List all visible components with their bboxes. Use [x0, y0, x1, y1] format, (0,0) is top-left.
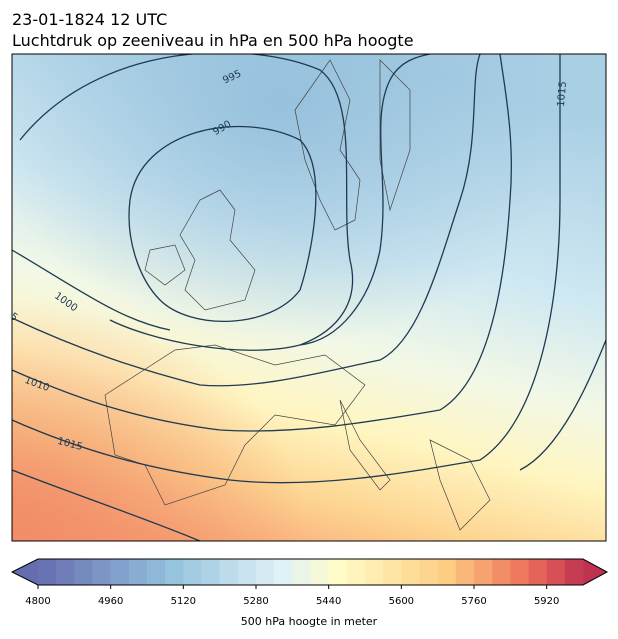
colorbar-segment — [310, 559, 330, 585]
colorbar-segment — [110, 559, 130, 585]
colorbar-segment — [365, 559, 384, 585]
colorbar-segment — [274, 559, 293, 585]
colorbar-segment — [546, 559, 566, 585]
colorbar-extend — [12, 559, 38, 585]
colorbar-tick-label: 5280 — [243, 596, 268, 607]
colorbar-outline — [10, 558, 609, 586]
colorbar-segment — [455, 559, 475, 585]
colorbar-segment — [419, 559, 439, 585]
colorbar-segment — [328, 559, 348, 585]
colorbar-segment — [128, 559, 148, 585]
colorbar-segment — [201, 559, 221, 585]
colorbar-label: 500 hPa hoogte in meter — [241, 615, 378, 628]
colorbar-segment — [510, 559, 529, 585]
colorbar-segment — [147, 559, 166, 585]
colorbar-tick-label: 5440 — [316, 596, 341, 607]
colorbar-tick-label: 5920 — [534, 596, 559, 607]
title: 23-01-1824 12 UTC — [12, 10, 167, 29]
colorbar-tick-label: 5760 — [461, 596, 486, 607]
colorbar-tick-label: 5600 — [389, 596, 414, 607]
colorbar: 4800 4960 5120 5280 5440 5600 5760 5920 — [10, 558, 609, 607]
colorbar-tick-label: 4960 — [98, 596, 123, 607]
colorbar-segment — [492, 559, 511, 585]
contour-label: 1015 — [556, 81, 569, 107]
colorbar-segment — [92, 559, 112, 585]
colorbar-segment — [346, 559, 366, 585]
colorbar-segment — [38, 559, 57, 585]
map: 995 990 1000 1010 1015 1015 5 — [8, 54, 606, 541]
colorbar-segment — [237, 559, 257, 585]
contour-label: 5 — [8, 311, 20, 324]
colorbar-segment — [292, 559, 311, 585]
colorbar-extend — [583, 559, 607, 585]
colorbar-segment — [437, 559, 457, 585]
colorbar-segment — [165, 559, 184, 585]
colorbar-segment — [564, 559, 584, 585]
colorbar-segment — [383, 559, 402, 585]
map-frame — [11, 53, 607, 542]
colorbar-tick-label: 4800 — [25, 596, 50, 607]
colorbar-segment — [56, 559, 75, 585]
colorbar-segment — [401, 559, 420, 585]
colorbar-segment — [474, 559, 493, 585]
colorbar-segment — [74, 559, 93, 585]
colorbar-segment — [219, 559, 239, 585]
colorbar-segment — [183, 559, 202, 585]
colorbar-tick-label: 5120 — [171, 596, 196, 607]
subtitle: Luchtdruk op zeeniveau in hPa en 500 hPa… — [12, 31, 414, 50]
colorbar-segment — [528, 559, 548, 585]
colorbar-segment — [256, 559, 275, 585]
